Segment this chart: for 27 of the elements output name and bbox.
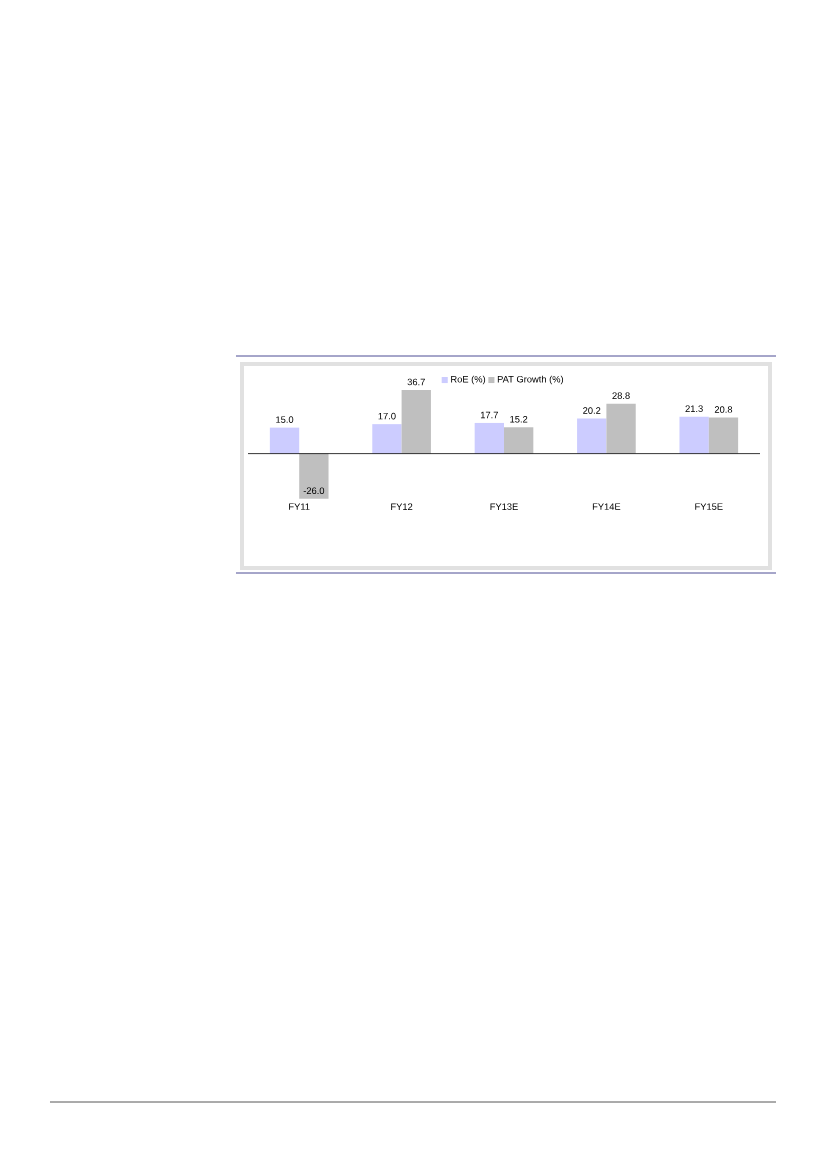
bar (504, 427, 534, 454)
x-tick-label: FY14E (592, 503, 621, 510)
data-label: 15.2 (510, 415, 528, 423)
bar (679, 416, 709, 454)
bar (299, 453, 329, 499)
bar (577, 418, 607, 454)
data-label: 21.3 (685, 405, 703, 412)
data-label: 28.8 (612, 392, 630, 399)
legend-label: RoE (%) (451, 375, 486, 385)
data-label: -26.0 (303, 487, 325, 494)
data-label: 15.0 (276, 416, 294, 423)
data-label: 20.2 (583, 407, 601, 414)
bar (401, 390, 431, 454)
x-tick-label: FY13E (490, 503, 518, 510)
bar (708, 417, 739, 454)
bar (474, 422, 504, 454)
bar (269, 427, 300, 454)
data-label: 17.0 (378, 412, 396, 420)
data-label: 17.7 (480, 411, 498, 419)
bar (606, 403, 636, 454)
data-label: 36.7 (407, 378, 425, 386)
bar (372, 424, 402, 454)
x-tick-label: FY11 (289, 503, 310, 510)
legend-label: PAT Growth (%) (497, 375, 564, 385)
data-label: 20.8 (714, 406, 733, 413)
x-tick-label: FY12 (391, 503, 413, 510)
x-tick-label: FY15E (695, 503, 723, 510)
